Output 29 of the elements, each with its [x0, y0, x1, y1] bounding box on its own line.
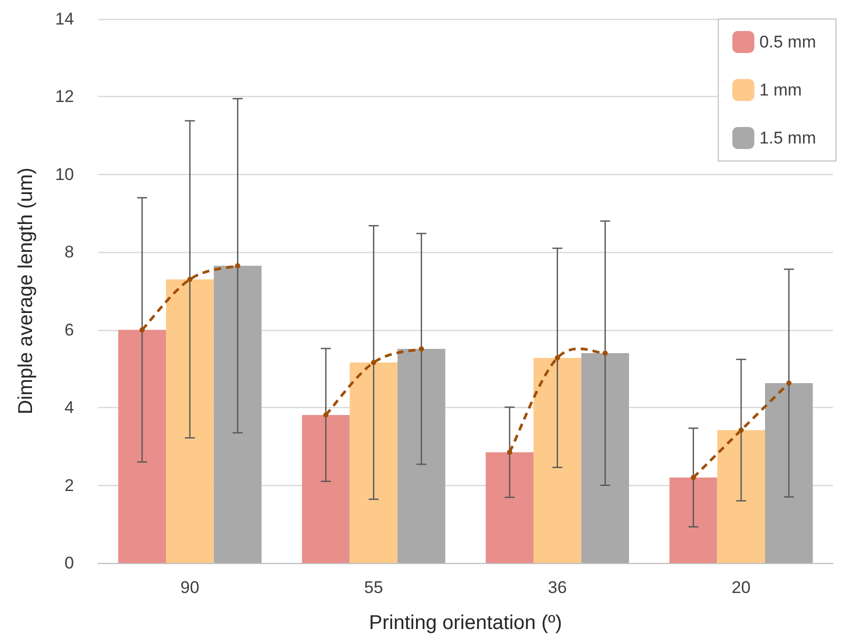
bar — [765, 383, 813, 563]
x-tick-label: 20 — [732, 578, 751, 597]
bar — [669, 478, 718, 563]
x-axis-title: Printing orientation (º) — [369, 612, 562, 634]
bar — [581, 353, 630, 563]
y-axis-title: Dimple average length (um) — [15, 168, 37, 414]
bar — [533, 358, 582, 563]
bar — [118, 330, 166, 563]
bar — [166, 279, 214, 563]
x-tick-label: 36 — [548, 578, 567, 597]
y-tick-label: 12 — [55, 87, 74, 106]
legend-label: 1 mm — [759, 80, 802, 100]
y-tick-label: 10 — [55, 164, 74, 184]
y-tick-label: 0 — [64, 554, 74, 572]
bar — [302, 414, 350, 563]
bar — [350, 362, 398, 563]
bar — [398, 348, 446, 563]
x-tick-label: 55 — [364, 578, 384, 597]
bar — [717, 430, 766, 563]
y-tick-label: 2 — [64, 476, 74, 495]
x-tick-label: 90 — [180, 578, 200, 597]
y-tick-label: 8 — [64, 242, 74, 262]
y-tick-label: 4 — [64, 398, 74, 418]
y-tick-label: 14 — [55, 10, 74, 28]
bar — [214, 266, 262, 563]
y-tick-label: 6 — [64, 320, 74, 340]
legend-label: 1.5 mm — [759, 128, 816, 148]
bar — [486, 452, 534, 563]
legend-label: 0.5 mm — [759, 32, 816, 52]
